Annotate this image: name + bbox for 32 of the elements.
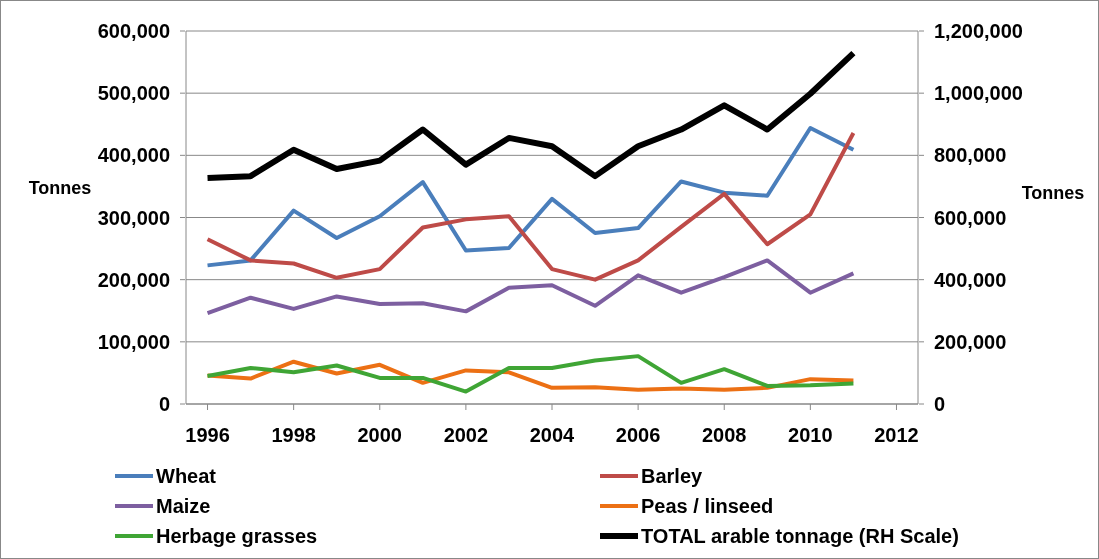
legend-label: Peas / linseed — [641, 495, 774, 517]
x-tick-label: 2000 — [357, 424, 403, 446]
line-series — [205, 258, 856, 316]
legend-label: TOTAL arable tonnage (RH Scale) — [641, 525, 959, 547]
legend-label: Maize — [156, 495, 211, 517]
x-tick-label: 1996 — [185, 424, 230, 446]
y-tick-label: 0 — [158, 393, 170, 415]
legend-label: Herbage grasses — [156, 525, 318, 547]
y2-tick-label: 200,000 — [934, 330, 1007, 353]
y2-tick-label: 600,000 — [934, 206, 1007, 229]
y2-tick-label: 800,000 — [934, 144, 1007, 167]
y-tick-label: 600,000 — [97, 20, 170, 42]
x-tick-label: 2006 — [615, 424, 661, 446]
y2-tick-label: 1,000,000 — [934, 82, 1023, 105]
y-tick-label: 500,000 — [97, 82, 170, 105]
x-tick-label: 2008 — [701, 424, 747, 446]
y2-tick-label: 1,200,000 — [934, 20, 1023, 42]
y2-axis-title: Tonnes — [1021, 183, 1085, 203]
y-axis-title: Tonnes — [28, 178, 92, 198]
y2-tick-label: 400,000 — [934, 268, 1007, 291]
y-tick-label: 200,000 — [97, 268, 170, 291]
x-tick-label: 2010 — [788, 424, 833, 446]
x-tick-label: 1998 — [271, 424, 316, 446]
legend-label: Wheat — [156, 465, 217, 487]
x-tick-label: 2012 — [874, 424, 919, 446]
y-tick-label: 300,000 — [97, 206, 170, 229]
y-tick-label: 100,000 — [97, 330, 170, 353]
x-tick-label: 2004 — [529, 424, 576, 446]
y2-tick-label: 0 — [934, 393, 946, 415]
y-tick-label: 400,000 — [97, 144, 170, 167]
x-tick-label: 2002 — [443, 424, 489, 446]
legend-label: Barley — [641, 465, 704, 487]
